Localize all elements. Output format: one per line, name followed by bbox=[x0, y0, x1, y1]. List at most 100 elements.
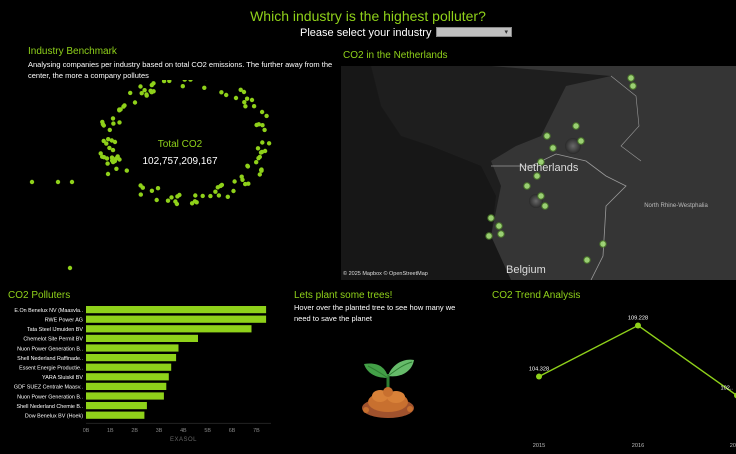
trend-point[interactable] bbox=[635, 322, 641, 329]
benchmark-point[interactable] bbox=[167, 80, 172, 84]
benchmark-radial-chart[interactable] bbox=[0, 80, 336, 280]
benchmark-point[interactable] bbox=[107, 127, 113, 133]
benchmark-point[interactable] bbox=[132, 100, 138, 105]
facility-point[interactable] bbox=[485, 232, 493, 240]
benchmark-point[interactable] bbox=[111, 121, 116, 126]
benchmark-point[interactable] bbox=[100, 119, 105, 125]
bar[interactable] bbox=[86, 402, 147, 410]
benchmark-point[interactable] bbox=[233, 95, 239, 101]
benchmark-point[interactable] bbox=[256, 122, 261, 127]
benchmark-point[interactable] bbox=[106, 137, 111, 142]
benchmark-point[interactable] bbox=[182, 80, 187, 82]
facility-point[interactable] bbox=[627, 74, 635, 82]
benchmark-point[interactable] bbox=[117, 157, 122, 162]
benchmark-point[interactable] bbox=[259, 109, 265, 115]
facility-point[interactable] bbox=[497, 230, 505, 238]
facility-points[interactable] bbox=[485, 74, 637, 264]
benchmark-point[interactable] bbox=[200, 193, 205, 199]
benchmark-point[interactable] bbox=[67, 265, 73, 271]
benchmark-point[interactable] bbox=[149, 188, 155, 193]
facility-point[interactable] bbox=[523, 182, 531, 190]
benchmark-point[interactable] bbox=[55, 179, 61, 185]
bar[interactable] bbox=[86, 382, 167, 390]
bar[interactable] bbox=[86, 354, 177, 362]
facility-point[interactable] bbox=[495, 222, 503, 230]
benchmark-point[interactable] bbox=[101, 138, 106, 144]
benchmark-point[interactable] bbox=[117, 120, 122, 125]
benchmark-point[interactable] bbox=[232, 179, 237, 184]
benchmark-point[interactable] bbox=[224, 92, 229, 98]
facility-point[interactable] bbox=[599, 240, 607, 248]
benchmark-point[interactable] bbox=[193, 193, 198, 198]
benchmark-point[interactable] bbox=[109, 155, 115, 160]
benchmark-point[interactable] bbox=[165, 198, 171, 203]
benchmark-point[interactable] bbox=[124, 168, 129, 173]
benchmark-point[interactable] bbox=[244, 96, 250, 101]
benchmark-point[interactable] bbox=[213, 189, 218, 194]
benchmark-point[interactable] bbox=[240, 177, 245, 182]
facility-point[interactable] bbox=[572, 122, 580, 130]
benchmark-point[interactable] bbox=[251, 104, 257, 109]
benchmark-point[interactable] bbox=[174, 201, 180, 207]
benchmark-point[interactable] bbox=[114, 166, 119, 171]
facility-point[interactable] bbox=[583, 256, 591, 264]
benchmark-point[interactable] bbox=[266, 141, 272, 146]
benchmark-point[interactable] bbox=[249, 97, 255, 103]
facility-point[interactable] bbox=[549, 144, 557, 152]
benchmark-point[interactable] bbox=[140, 185, 145, 190]
benchmark-point[interactable] bbox=[138, 192, 143, 197]
benchmark-point[interactable] bbox=[112, 158, 118, 164]
benchmark-point[interactable] bbox=[151, 89, 156, 94]
benchmark-point[interactable] bbox=[100, 154, 105, 159]
industry-select[interactable]: ▾ bbox=[436, 27, 512, 37]
benchmark-point[interactable] bbox=[98, 151, 103, 156]
benchmark-point[interactable] bbox=[264, 113, 269, 119]
benchmark-point[interactable] bbox=[254, 160, 259, 165]
benchmark-point[interactable] bbox=[29, 179, 35, 185]
benchmark-point[interactable] bbox=[112, 139, 118, 145]
bar[interactable] bbox=[86, 363, 172, 371]
benchmark-point[interactable] bbox=[192, 199, 198, 204]
facility-point[interactable] bbox=[537, 158, 545, 166]
benchmark-point[interactable] bbox=[238, 87, 243, 92]
benchmark-point[interactable] bbox=[219, 90, 224, 95]
benchmark-point[interactable] bbox=[144, 92, 149, 97]
bar[interactable] bbox=[86, 344, 179, 352]
benchmark-point[interactable] bbox=[257, 172, 262, 177]
facility-point[interactable] bbox=[541, 202, 549, 210]
benchmark-point[interactable] bbox=[110, 147, 116, 153]
bar[interactable] bbox=[86, 392, 164, 400]
benchmark-point[interactable] bbox=[202, 85, 207, 90]
benchmark-point[interactable] bbox=[110, 116, 116, 121]
bar[interactable] bbox=[86, 306, 267, 314]
bar[interactable] bbox=[86, 411, 145, 419]
benchmark-point[interactable] bbox=[142, 88, 147, 93]
netherlands-map[interactable]: Netherlands Belgium North Rhine-Westphal… bbox=[341, 66, 736, 280]
benchmark-point[interactable] bbox=[138, 84, 143, 89]
benchmark-point[interactable] bbox=[169, 195, 174, 200]
benchmark-point[interactable] bbox=[180, 84, 185, 89]
bar[interactable] bbox=[86, 334, 198, 342]
benchmark-point[interactable] bbox=[225, 194, 230, 199]
benchmark-point[interactable] bbox=[255, 146, 261, 151]
benchmark-point[interactable] bbox=[216, 193, 222, 198]
benchmark-point[interactable] bbox=[161, 80, 167, 84]
facility-point[interactable] bbox=[577, 137, 585, 145]
benchmark-point[interactable] bbox=[246, 181, 251, 186]
sprout-icon[interactable] bbox=[358, 354, 418, 418]
bar[interactable] bbox=[86, 373, 169, 381]
benchmark-point[interactable] bbox=[243, 104, 248, 109]
benchmark-point[interactable] bbox=[260, 140, 265, 145]
benchmark-point[interactable] bbox=[260, 123, 265, 128]
benchmark-point[interactable] bbox=[121, 104, 126, 109]
benchmark-point[interactable] bbox=[155, 186, 161, 191]
benchmark-point[interactable] bbox=[188, 80, 193, 82]
benchmark-point[interactable] bbox=[219, 182, 225, 188]
benchmark-point[interactable] bbox=[259, 149, 265, 155]
facility-point[interactable] bbox=[533, 172, 541, 180]
benchmark-point[interactable] bbox=[208, 193, 213, 199]
benchmark-point[interactable] bbox=[241, 89, 247, 95]
benchmark-point[interactable] bbox=[154, 197, 159, 203]
polluters-bar-chart[interactable]: E.On Benelux NV (Maasvla.. RWE Power AG Ta… bbox=[0, 302, 290, 452]
bar[interactable] bbox=[86, 315, 267, 323]
